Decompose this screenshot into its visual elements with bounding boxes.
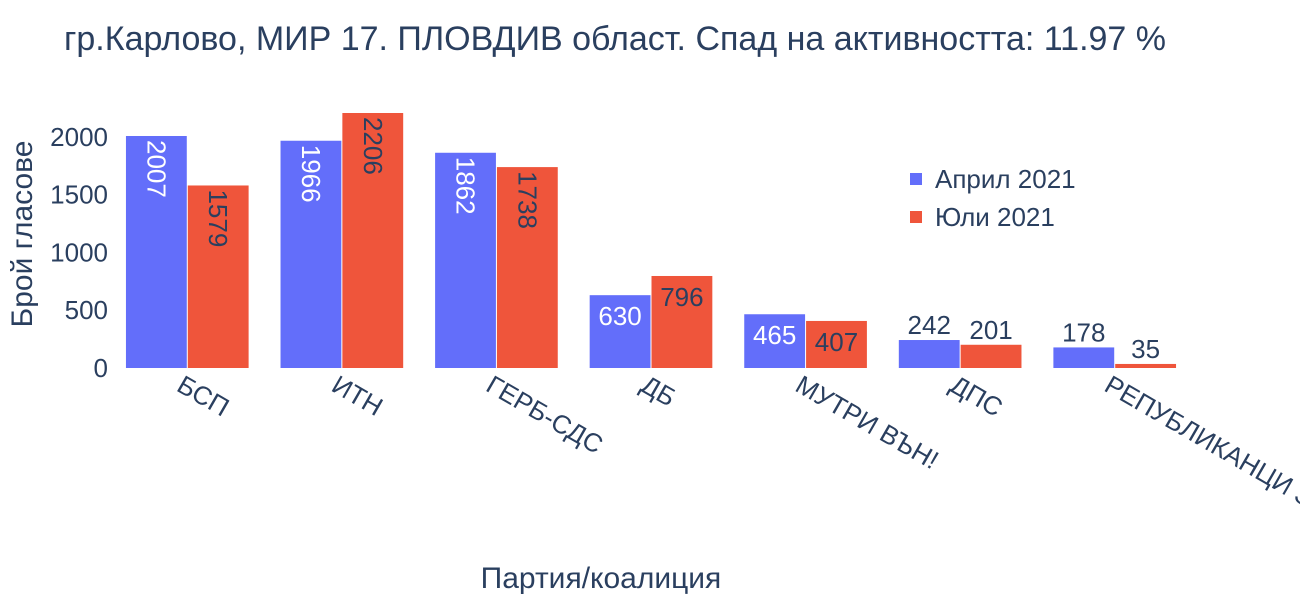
legend: Април 2021 Юли 2021 [910, 164, 1076, 232]
bar-value-label: 1738 [512, 171, 542, 229]
y-tick-label: 2000 [50, 122, 108, 152]
bar-итн-series-2[interactable] [342, 113, 404, 368]
y-axis: 0 500 1000 1500 2000 [50, 122, 108, 383]
bar-value-label: 630 [598, 301, 641, 331]
x-tick-label: ИТН [327, 369, 388, 422]
x-tick-label: ДПС [945, 369, 1008, 423]
bar-републиканци-за-бг-series-1[interactable] [1053, 347, 1115, 368]
legend-swatch [910, 211, 922, 223]
bar-дб-series-2[interactable] [651, 275, 713, 368]
bar-value-label: 201 [969, 315, 1012, 345]
bar-value-label: 2007 [141, 140, 171, 198]
legend-swatch [910, 173, 922, 185]
bar-value-label: 465 [753, 320, 796, 350]
x-tick-label: ДБ [636, 369, 681, 412]
bar-дпс-series-1[interactable] [898, 340, 960, 368]
bar-value-label: 1579 [203, 189, 233, 247]
y-axis-title: Брой гласове [6, 141, 39, 328]
bar-value-label: 1862 [451, 157, 481, 215]
bar-републиканци-за-бг-series-2[interactable] [1115, 363, 1177, 368]
bar-value-label: 407 [815, 327, 858, 357]
legend-label: Юли 2021 [935, 202, 1055, 232]
bar-дпс-series-2[interactable] [960, 344, 1022, 368]
bar-value-label: 796 [660, 282, 703, 312]
bar-value-label: 242 [908, 310, 951, 340]
bar-герб-сдс-series-2[interactable] [496, 167, 558, 368]
bar-итн-series-1[interactable] [280, 140, 342, 368]
bars: 2007 1579 1966 2206 1862 1738 630 796 465 407 242 2… [125, 113, 1177, 368]
legend-label: Април 2021 [935, 164, 1076, 194]
x-tick-label: МУТРИ ВЪН! [791, 369, 944, 475]
chart-title: гр.Карлово, МИР 17. ПЛОВДИВ област. Спад… [64, 20, 1166, 58]
x-tick-label: РЕПУБЛИКАНЦИ ЗА БГ [1100, 369, 1300, 540]
bar-герб-сдс-series-1[interactable] [435, 152, 496, 368]
bar-бсп-series-2[interactable] [187, 185, 249, 368]
x-axis: БСП ИТН ГЕРБ-СДС ДБ МУТРИ ВЪН! ДПС РЕПУБЛИКАНЦ… [172, 369, 1300, 540]
bar-мутри-вън-series-1[interactable] [744, 314, 806, 368]
x-tick-label: ГЕРБ-СДС [481, 369, 608, 460]
y-tick-label: 1000 [50, 237, 108, 267]
bar-value-label: 35 [1131, 334, 1160, 364]
bar-value-label: 1966 [296, 145, 326, 203]
x-axis-title: Партия/коалиция [481, 562, 722, 595]
bar-value-label: 2206 [358, 117, 388, 175]
bar-value-label: 178 [1062, 317, 1105, 347]
y-tick-label: 1500 [50, 180, 108, 210]
y-tick-label: 500 [65, 295, 108, 325]
y-tick-label: 0 [94, 353, 108, 383]
bar-мутри-вън-series-2[interactable] [806, 320, 867, 368]
bar-дб-series-1[interactable] [589, 295, 651, 368]
x-tick-label: БСП [172, 369, 234, 422]
bar-бсп-series-1[interactable] [125, 136, 187, 368]
